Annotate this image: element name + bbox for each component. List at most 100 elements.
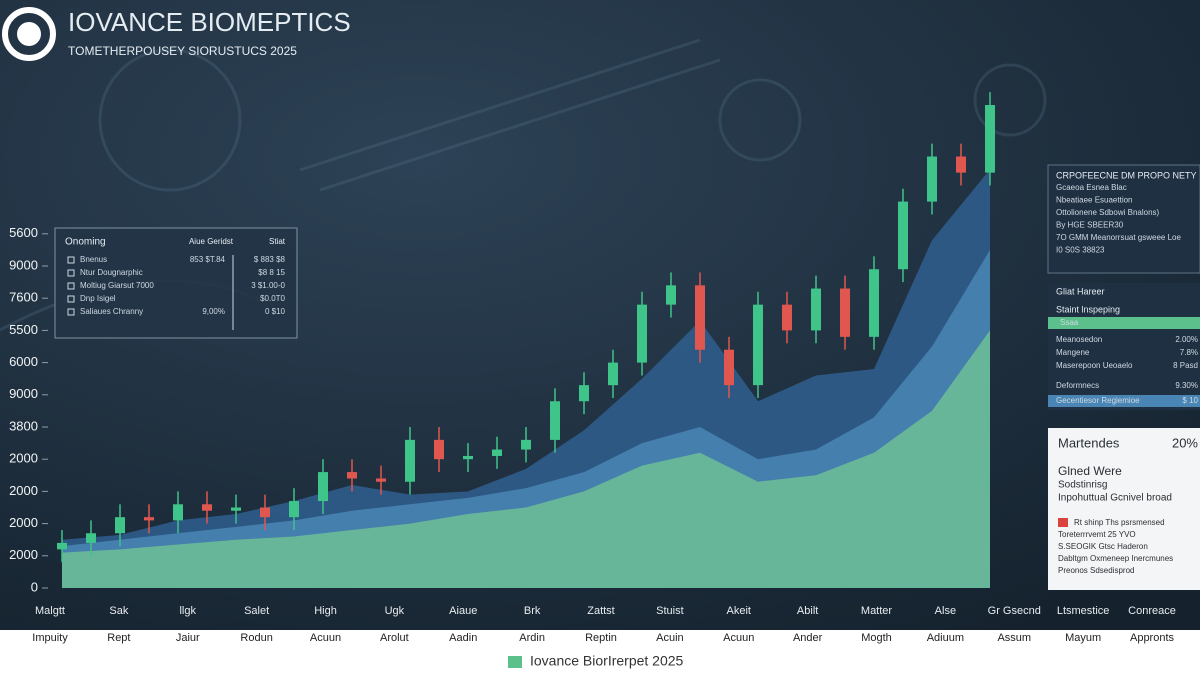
x-label-secondary: Rodun bbox=[240, 632, 272, 644]
candle-body bbox=[202, 504, 212, 511]
candle-body bbox=[463, 455, 473, 460]
panel-line: Inpohuttual Gcnivel broad bbox=[1058, 493, 1172, 504]
panel-cell: Saliaues Chranny bbox=[80, 307, 143, 316]
candle-body bbox=[637, 304, 647, 363]
x-label: Matter bbox=[861, 605, 893, 617]
panel-cell: Moltiug Giarsut 7000 bbox=[80, 281, 154, 290]
panel-header: Onoming bbox=[65, 237, 106, 248]
x-label: Abilt bbox=[797, 605, 818, 617]
x-label: Zattst bbox=[587, 605, 615, 617]
candle-body bbox=[231, 507, 241, 511]
panel-line: Nbeatiaee Esuaettion bbox=[1056, 196, 1133, 205]
title: IOVANCE BIOMEPTICS bbox=[68, 7, 351, 37]
candle-body bbox=[144, 517, 154, 521]
logo bbox=[2, 7, 56, 61]
x-label: Ugk bbox=[385, 605, 405, 617]
left-panel bbox=[54, 227, 298, 339]
panel-title: Martendes bbox=[1058, 435, 1120, 450]
panel-line: I0 S0S 38823 bbox=[1056, 246, 1105, 255]
x-label: Aiaue bbox=[449, 605, 477, 617]
panel-highlight: Staint lnspeping bbox=[1056, 304, 1120, 314]
row-icon bbox=[67, 269, 75, 277]
x-label: Ltsmestice bbox=[1057, 605, 1110, 617]
x-label-secondary: Aadin bbox=[449, 632, 477, 644]
panel-note: S.SEOGIK Gtsc Haderon bbox=[1058, 542, 1148, 551]
candle-body bbox=[666, 285, 676, 305]
panel-line: Ottolionene Sdbowi Bnalons) bbox=[1056, 208, 1160, 217]
panel-note: Rt shinp Ths psrsmensed bbox=[1074, 518, 1165, 527]
panel-cell: Ntur Dougnarphic bbox=[80, 268, 143, 277]
candle-body bbox=[695, 285, 705, 350]
panel-line: By HGE SBEER30 bbox=[1056, 221, 1124, 230]
y-tick-label: 2000 bbox=[9, 515, 38, 530]
candle-body bbox=[579, 385, 589, 402]
panel-three bbox=[1048, 428, 1200, 590]
panel-two bbox=[1048, 283, 1200, 410]
x-label: High bbox=[314, 605, 337, 617]
x-label: llgk bbox=[179, 605, 196, 617]
x-label: Brk bbox=[524, 605, 541, 617]
row-icon bbox=[67, 256, 75, 264]
subtitle: TOMETHERPOUSEY SIORUSTUCS 2025 bbox=[68, 44, 297, 58]
row-icon bbox=[67, 282, 75, 290]
panel-cell: 8 Pasd bbox=[1173, 361, 1198, 370]
x-label: Salet bbox=[244, 605, 269, 617]
candle-body bbox=[289, 501, 299, 518]
row-icon bbox=[67, 308, 75, 316]
x-label-secondary: Impuity bbox=[32, 632, 68, 644]
x-label: Akeit bbox=[727, 605, 751, 617]
candle-body bbox=[811, 288, 821, 331]
row-icon bbox=[67, 295, 75, 303]
x-label-secondary: Reptin bbox=[585, 632, 617, 644]
panel-two-highlight bbox=[1048, 317, 1200, 329]
panel-cell: 9.30% bbox=[1175, 381, 1198, 390]
candle-body bbox=[57, 542, 67, 550]
y-tick-label: 2000 bbox=[9, 451, 38, 466]
candle-body bbox=[115, 517, 125, 534]
logo-core bbox=[17, 22, 41, 46]
x-label: Conreace bbox=[1128, 605, 1176, 617]
panel-cell: $ 10 bbox=[1182, 396, 1198, 405]
panel-cell: $ 883 $8 bbox=[254, 255, 286, 264]
candle-body bbox=[173, 504, 183, 521]
x-label: Malgtt bbox=[35, 605, 65, 617]
candle-body bbox=[782, 304, 792, 331]
plot: 0 2000 2000 2000 2000 3800 9000 6000 5500 7600 900… bbox=[9, 92, 995, 594]
panel-cell: Bnenus bbox=[80, 255, 107, 264]
candle-body bbox=[434, 439, 444, 460]
panel-cell: $0.0T0 bbox=[260, 294, 285, 303]
candle-body bbox=[405, 439, 415, 482]
x-label-secondary: Arolut bbox=[380, 632, 409, 644]
panel-cell: 2.00% bbox=[1175, 335, 1198, 344]
panel-header: Stiat bbox=[269, 237, 286, 246]
candle-body bbox=[985, 105, 995, 173]
candle-body bbox=[521, 439, 531, 450]
y-tick-label: 3800 bbox=[9, 418, 38, 433]
x-label-secondary: Jaiur bbox=[176, 632, 200, 644]
y-tick-label: 9000 bbox=[9, 257, 38, 272]
panel-line: Glned Were bbox=[1058, 464, 1122, 478]
panels: Onoming Aiue Geridst Stiat Bnenus 853 $T.84 $… bbox=[54, 164, 1200, 590]
y-tick-label: 5600 bbox=[9, 225, 38, 240]
panel-note: Preonos Sdsedisprod bbox=[1058, 566, 1135, 575]
legend-swatch bbox=[508, 656, 522, 668]
candle-body bbox=[260, 507, 270, 518]
x-label-secondary: Acuun bbox=[723, 632, 754, 644]
candle-body bbox=[753, 304, 763, 386]
panel-header: Aiue Geridst bbox=[189, 237, 234, 246]
x-label-secondary: Acuun bbox=[310, 632, 341, 644]
panel-line: Sodstinrisg bbox=[1058, 480, 1107, 491]
note-icon bbox=[1058, 518, 1068, 527]
x-label: Gr Gsecnd bbox=[988, 605, 1041, 617]
candle-body bbox=[608, 362, 618, 386]
y-tick-label: 2000 bbox=[9, 547, 38, 562]
x-label-secondary: Acuin bbox=[656, 632, 684, 644]
panel-cell: Meanosedon bbox=[1056, 335, 1102, 344]
panel-cell: 7.8% bbox=[1180, 348, 1198, 357]
panel-cell: 3 $1.00-0 bbox=[251, 281, 285, 290]
candle-body bbox=[550, 401, 560, 440]
candle-body bbox=[318, 472, 328, 502]
x-label-secondary: Mayum bbox=[1065, 632, 1101, 644]
panel-cell: Dnp Isigel bbox=[80, 294, 116, 303]
